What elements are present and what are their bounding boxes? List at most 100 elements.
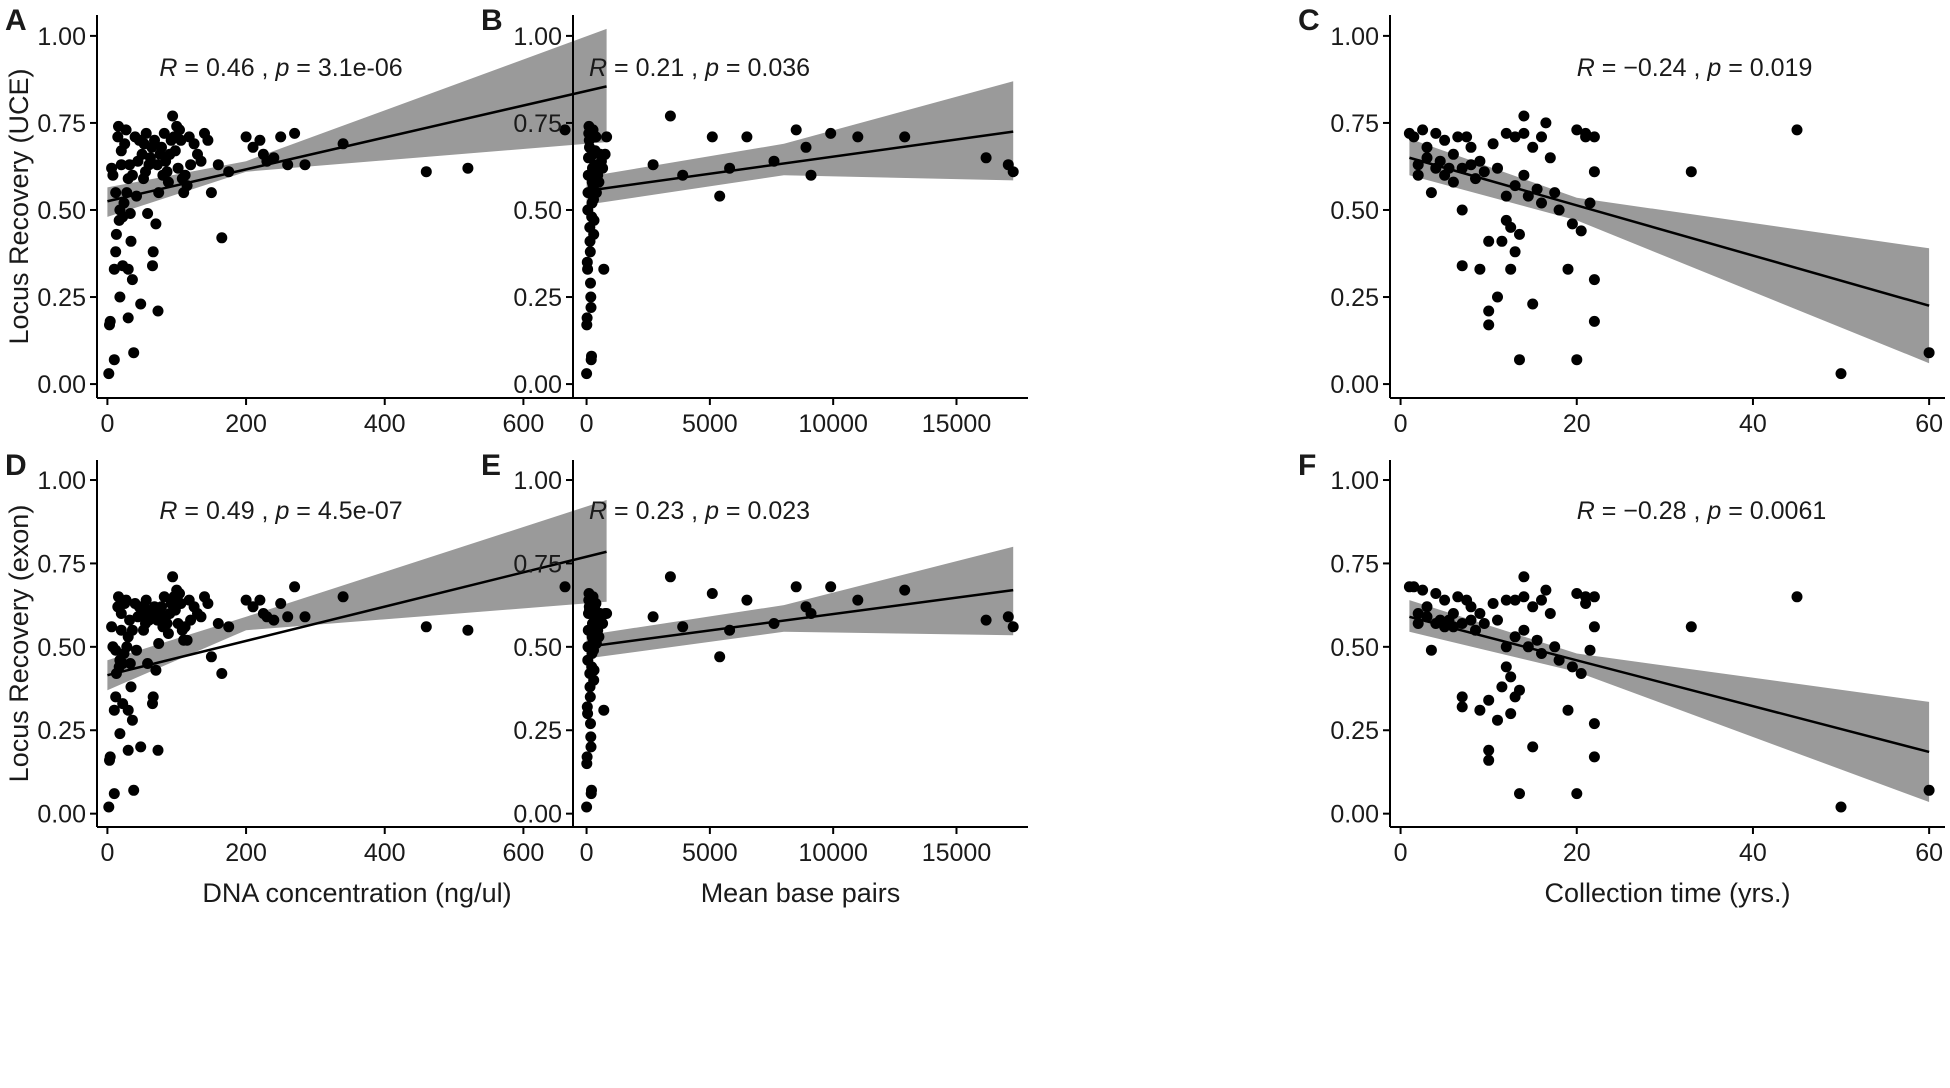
data-point xyxy=(585,302,597,313)
data-point xyxy=(588,664,600,676)
data-point xyxy=(104,751,116,763)
data-point xyxy=(126,274,138,286)
data-point xyxy=(1923,784,1935,796)
y-tick-label: 0.00 xyxy=(513,801,562,829)
x-tick-label: 600 xyxy=(503,839,545,867)
data-point xyxy=(181,634,193,646)
data-point xyxy=(1500,594,1512,606)
data-point xyxy=(1474,263,1486,275)
data-point xyxy=(588,674,600,686)
data-point xyxy=(899,131,911,143)
y-tick-label: 0.50 xyxy=(37,634,86,662)
data-point xyxy=(120,594,132,606)
data-point xyxy=(590,598,602,609)
panel-letter: F xyxy=(1298,449,1316,482)
panel-letter: D xyxy=(5,449,27,482)
stat-value: = 0.036 xyxy=(719,54,810,82)
y-tick-label: 0.50 xyxy=(513,634,562,662)
data-point xyxy=(115,624,127,636)
data-point xyxy=(1575,225,1587,237)
x-tick-label: 40 xyxy=(1739,839,1767,867)
data-point xyxy=(581,751,593,763)
stat-annotation: R = 0.49 , p = 4.5e-07 xyxy=(159,497,402,525)
y-tick-label: 1.00 xyxy=(1330,23,1379,51)
data-point xyxy=(158,591,170,603)
regression-line xyxy=(586,130,1014,193)
data-point xyxy=(1562,704,1574,716)
data-point xyxy=(158,127,170,139)
data-point xyxy=(1452,591,1464,603)
data-point xyxy=(131,190,142,202)
data-point xyxy=(1465,141,1477,153)
data-point xyxy=(135,298,147,310)
data-point xyxy=(1509,246,1521,258)
data-point xyxy=(598,704,610,716)
data-point xyxy=(144,152,156,164)
data-point xyxy=(1588,718,1600,730)
data-point xyxy=(1571,124,1583,136)
data-point xyxy=(1421,601,1433,613)
data-point xyxy=(1465,614,1477,626)
stat-symbol: R xyxy=(159,497,177,525)
data-point xyxy=(162,628,174,639)
data-point xyxy=(1487,138,1499,150)
data-point xyxy=(1571,788,1583,800)
x-tick-label: 200 xyxy=(225,839,267,867)
data-point xyxy=(585,291,597,303)
data-point xyxy=(126,169,138,181)
data-point xyxy=(1421,152,1433,164)
panel-a: 0.00 0.25 0.50 0.75 1.00 0 200 400 600 A R = 0.46 … xyxy=(4,4,617,438)
stat-symbol: R xyxy=(1577,497,1595,525)
data-point xyxy=(1483,694,1495,706)
data-point xyxy=(254,594,266,606)
data-point xyxy=(597,618,609,629)
data-point xyxy=(122,312,134,324)
data-point xyxy=(128,347,140,359)
data-point xyxy=(108,704,120,716)
panel-c: 0.00 0.25 0.50 0.75 1.00 0 20 40 60 C R = −0.24 , … xyxy=(1298,4,1945,438)
x-tick-label: 0 xyxy=(100,839,114,867)
data-point xyxy=(1553,204,1565,216)
data-point xyxy=(108,263,120,275)
data-point xyxy=(585,731,597,743)
stat-symbol: R xyxy=(589,54,607,82)
data-point xyxy=(559,124,571,136)
data-point xyxy=(121,187,133,199)
data-point xyxy=(1536,131,1547,143)
data-point xyxy=(1536,197,1547,209)
data-point xyxy=(337,138,349,150)
data-point xyxy=(195,155,207,167)
data-point xyxy=(1002,611,1014,623)
data-point xyxy=(1408,131,1420,143)
data-point xyxy=(1456,701,1468,713)
y-tick-label: 0.50 xyxy=(1330,634,1379,662)
data-point xyxy=(593,631,605,643)
data-point xyxy=(1571,588,1583,599)
data-point xyxy=(125,681,137,693)
data-point xyxy=(805,169,817,181)
x-tick-label: 0 xyxy=(580,839,594,867)
panel-d: 0.00 0.25 0.50 0.75 1.00 0 200 400 600 D R = 0.49 … xyxy=(4,449,617,908)
scatter-points xyxy=(581,110,1019,380)
data-point xyxy=(1518,169,1530,181)
data-point xyxy=(205,651,217,663)
data-point xyxy=(161,618,173,629)
data-point xyxy=(161,166,173,178)
data-point xyxy=(1474,608,1486,619)
stat-symbol: p xyxy=(704,54,719,82)
data-point xyxy=(741,594,753,606)
data-point xyxy=(1509,631,1521,643)
data-point xyxy=(1549,187,1561,199)
data-point xyxy=(1588,166,1600,178)
data-point xyxy=(1478,618,1490,629)
data-point xyxy=(104,315,116,327)
data-point xyxy=(282,159,294,171)
data-point xyxy=(647,611,659,623)
data-point xyxy=(1531,634,1543,646)
stat-value: = 0.46 , xyxy=(177,54,275,82)
data-point xyxy=(588,214,600,226)
data-point xyxy=(768,618,780,629)
data-point xyxy=(1518,571,1530,583)
data-point xyxy=(175,134,187,146)
data-point xyxy=(216,668,228,679)
